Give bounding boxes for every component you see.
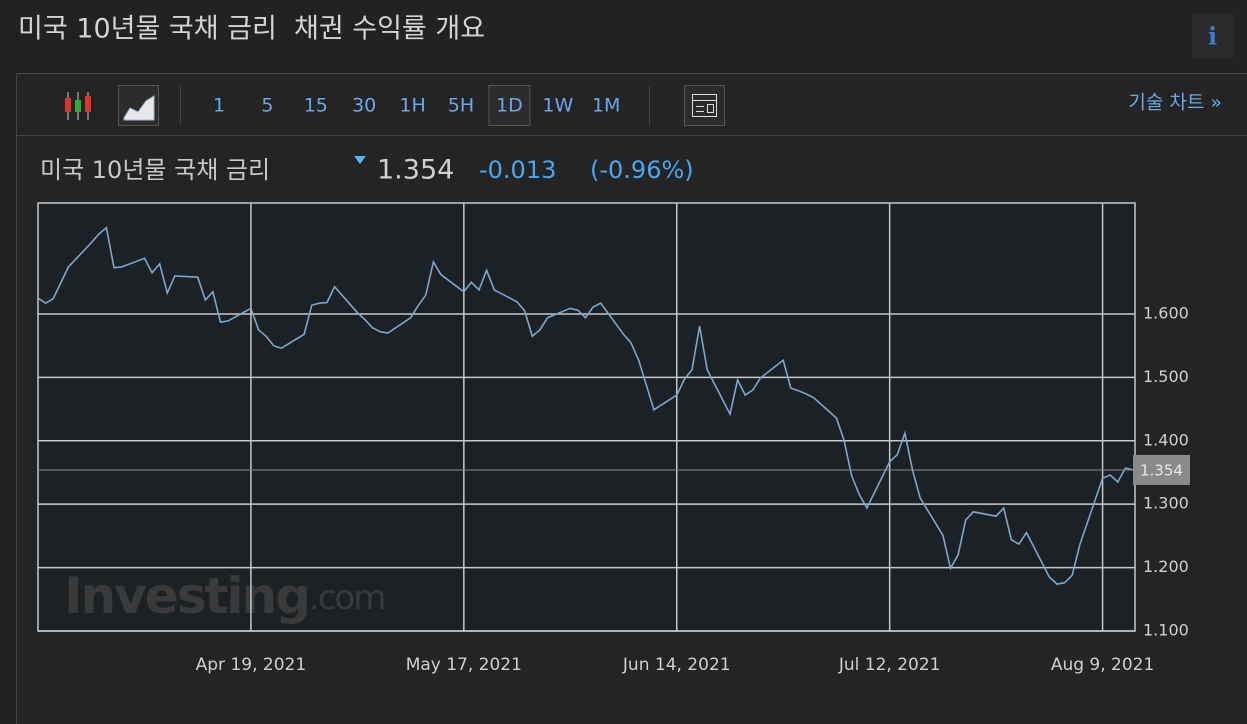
y-tick-label: 1.400 xyxy=(1143,430,1189,449)
interval-active[interactable] xyxy=(488,85,531,126)
area-chart-icon[interactable] xyxy=(123,95,155,121)
watermark-domain: .com xyxy=(309,578,384,618)
candle-icon[interactable] xyxy=(65,92,91,120)
interval-button[interactable]: 1M xyxy=(592,95,620,117)
interval-button[interactable]: 1W xyxy=(542,95,573,117)
layout-icon[interactable] xyxy=(692,94,717,117)
interval-button[interactable]: 30 xyxy=(352,95,376,117)
change-percent: (-0.96%) xyxy=(590,156,694,184)
layout-button[interactable] xyxy=(684,85,725,126)
x-tick-label: May 17, 2021 xyxy=(406,655,522,675)
interval-button[interactable]: 1H xyxy=(399,95,425,117)
technical-chart-link[interactable]: 기술 차트 » xyxy=(1128,92,1222,114)
plot-area xyxy=(38,203,1135,631)
plot-border xyxy=(37,202,1136,632)
y-tick-label: 1.600 xyxy=(1143,303,1189,322)
y-tick-label: 1.100 xyxy=(1143,621,1189,640)
x-tick-label: Apr 19, 2021 xyxy=(196,655,307,675)
page-title: 미국 10년물 국채 금리 채권 수익률 개요 xyxy=(18,14,485,45)
info-icon[interactable]: i xyxy=(1208,22,1217,51)
down-arrow xyxy=(354,156,366,164)
x-tick-label: Aug 9, 2021 xyxy=(1051,655,1155,675)
watermark: Investing.com xyxy=(64,567,384,625)
y-tick-label: 1.300 xyxy=(1143,494,1189,513)
x-tick-label: Jul 12, 2021 xyxy=(838,655,941,675)
watermark-brand: Investing xyxy=(64,567,309,625)
y-tick-label: 1.200 xyxy=(1143,557,1189,576)
info-button[interactable] xyxy=(1192,14,1234,58)
change: -0.013 xyxy=(479,156,556,184)
x-tick-label: Jun 14, 2021 xyxy=(622,655,731,675)
price: 1.354 xyxy=(377,155,454,186)
interval-button[interactable]: 1D xyxy=(496,95,523,117)
interval-button[interactable]: 5H xyxy=(448,95,474,117)
instrument-name: 미국 10년물 국채 금리 xyxy=(40,156,270,184)
plot: Investing.com 1.100 1.200 1.300 1.400 1.500 1.… xyxy=(37,202,1190,675)
interval-group: 1 5 15 30 1H 5H 1D 1W 1M xyxy=(213,85,620,126)
interval-button[interactable]: 15 xyxy=(304,95,328,117)
y-tick-label: 1.500 xyxy=(1143,367,1189,386)
interval-button[interactable]: 5 xyxy=(261,95,273,117)
interval-button[interactable]: 1 xyxy=(213,95,225,117)
last-value-box xyxy=(1133,454,1190,485)
last-value-label: 1.354 xyxy=(1140,461,1183,479)
line-series xyxy=(37,226,1134,585)
